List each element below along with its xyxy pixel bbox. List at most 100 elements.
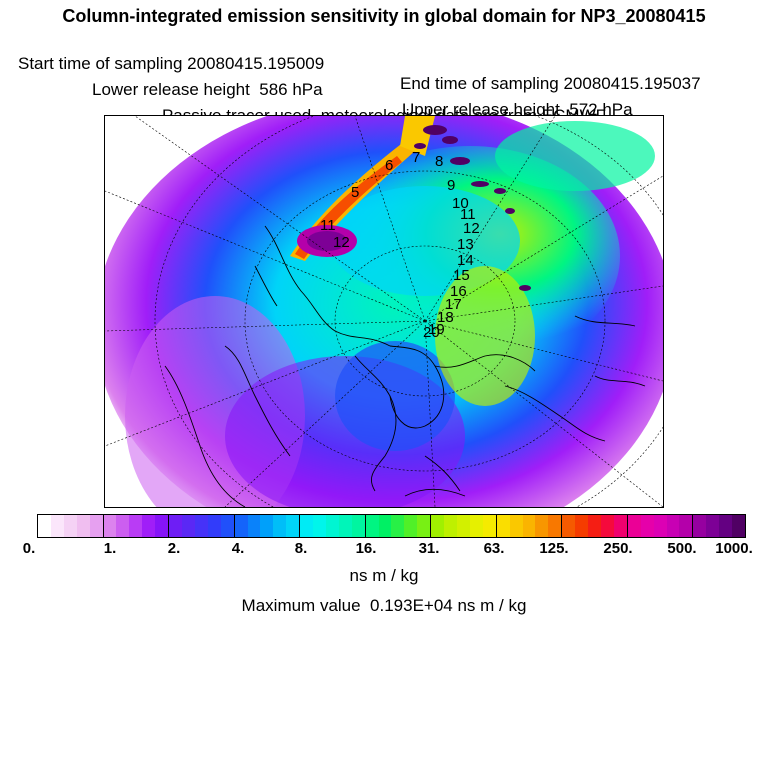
colorbar-segment — [404, 515, 418, 537]
colorbar-segment — [325, 515, 339, 537]
graticule — [105, 116, 663, 507]
trajectory-label: 11 — [320, 217, 336, 234]
trajectory-label: 16 — [450, 283, 467, 300]
trajectory-label: 13 — [457, 236, 474, 253]
colorbar-tick: 16. — [355, 540, 377, 557]
trajectory-label: 12 — [463, 220, 480, 237]
colorbar-segment — [626, 515, 641, 537]
colorbar-segment — [351, 515, 365, 537]
colorbar-segment — [719, 515, 733, 537]
colorbar-tick: 125. — [539, 540, 569, 557]
trajectory-label: 8 — [435, 153, 443, 170]
trajectory-label: 19 — [428, 321, 445, 338]
colorbar-tick: 1. — [103, 540, 117, 557]
colorbar-segment — [417, 515, 431, 537]
sensitivity-field-north — [495, 121, 655, 191]
colorbar-segment — [522, 515, 536, 537]
colorbar-segment — [338, 515, 352, 537]
trajectory-label: 18 — [437, 309, 454, 326]
colorbar-segment — [260, 515, 274, 537]
colorbar-segment — [575, 515, 589, 537]
colorbar-segment — [233, 515, 248, 537]
colorbar-segment — [653, 515, 667, 537]
colorbar-segment — [692, 515, 707, 537]
colorbar-segment — [613, 515, 627, 537]
colorbar-segment — [50, 515, 64, 537]
trajectory-label: 5 — [351, 184, 359, 201]
colorbar-tick: 63. — [483, 540, 505, 557]
trajectory-label: 10 — [452, 195, 469, 212]
map-canvas: 5 6 7 8 9 10 11 12 13 14 15 16 17 18 19 … — [105, 116, 663, 507]
colorbar-segment — [299, 515, 314, 537]
colorbar-segment — [142, 515, 156, 537]
units-label: ns m / kg — [349, 566, 419, 585]
colorbar-segment — [116, 515, 130, 537]
trajectory-label: 7 — [412, 149, 420, 166]
colorbar — [37, 514, 746, 538]
trajectory-label: 14 — [457, 252, 474, 269]
colorbar-tick: 500. — [667, 540, 697, 557]
release-hotspot-core — [307, 231, 347, 251]
colorbar-segment — [509, 515, 523, 537]
trajectory-label: 9 — [447, 177, 455, 194]
colorbar-segment — [391, 515, 405, 537]
colorbar-segment — [207, 515, 221, 537]
sensitivity-field-greenland — [335, 341, 455, 451]
colorbar-tick-labels: 0. 1. 2. 4. 8. 16. 31. 63. 125. 250. 500… — [0, 540, 768, 560]
colorbar-segment — [155, 515, 169, 537]
colorbar-segment — [194, 515, 208, 537]
sampling-end-label: End time of sampling 20080415.195037 — [400, 74, 701, 93]
colorbar-segment — [313, 515, 326, 537]
colorbar-segment — [666, 515, 680, 537]
colorbar-segment — [640, 515, 654, 537]
colorbar-segment — [220, 515, 234, 537]
colorbar-segment — [63, 515, 77, 537]
colorbar-tick: 250. — [603, 540, 633, 557]
trajectory-label: 11 — [460, 206, 476, 223]
colorbar-segment — [706, 515, 720, 537]
colorbar-segment — [378, 515, 392, 537]
maximum-value-label: Maximum value 0.193E+04 ns m / kg — [241, 596, 527, 615]
lower-release-label: Lower release height 586 hPa — [92, 80, 323, 99]
colorbar-segment — [364, 515, 379, 537]
colorbar-segment — [482, 515, 496, 537]
trajectory-label: 6 — [385, 157, 393, 174]
colorbar-segment — [600, 515, 614, 537]
colorbar-tick: 2. — [167, 540, 181, 557]
colorbar-segment — [732, 515, 745, 537]
upper-release-label: Upper release height 572 hPa — [402, 100, 633, 119]
sampling-start-label: Start time of sampling 20080415.195009 — [18, 54, 325, 73]
trajectory-label: 20 — [423, 324, 440, 341]
map-title: Column-integrated emission sensitivity i… — [62, 6, 706, 26]
colorbar-segment — [129, 515, 143, 537]
colorbar-segment — [38, 515, 51, 537]
colorbar-segment — [273, 515, 287, 537]
coastlines — [164, 225, 646, 507]
colorbar-segment — [561, 515, 576, 537]
colorbar-segment — [588, 515, 601, 537]
hotspot-patches — [414, 125, 531, 291]
colorbar-tick: 0. — [22, 540, 36, 557]
colorbar-tick: 1000. — [715, 540, 753, 557]
sensitivity-map: 5 6 7 8 9 10 11 12 13 14 15 16 17 18 19 … — [104, 115, 664, 508]
colorbar-segment — [76, 515, 90, 537]
colorbar-segment — [181, 515, 195, 537]
release-heights: Lower release height 586 hPa Upper relea… — [0, 60, 768, 120]
colorbar-segment — [89, 515, 103, 537]
colorbar-segment — [430, 515, 445, 537]
colorbar-segment — [495, 515, 510, 537]
trajectory-label: 15 — [453, 267, 470, 284]
trajectory-label: 17 — [445, 296, 462, 313]
colorbar-segment — [168, 515, 182, 537]
colorbar-segment — [286, 515, 300, 537]
trajectory-band-top — [400, 116, 435, 156]
trajectory-labels: 5 6 7 8 9 10 11 12 13 14 15 16 17 18 19 … — [320, 149, 480, 341]
trajectory-label: 12 — [333, 234, 350, 251]
colorbar-tick: 31. — [418, 540, 440, 557]
colorbar-segment — [102, 515, 117, 537]
colorbar-segment — [457, 515, 470, 537]
colorbar-segment — [247, 515, 261, 537]
colorbar-segment — [679, 515, 693, 537]
sampling-times: Start time of sampling 20080415.195009 E… — [0, 34, 768, 94]
colorbar-segment — [444, 515, 457, 537]
